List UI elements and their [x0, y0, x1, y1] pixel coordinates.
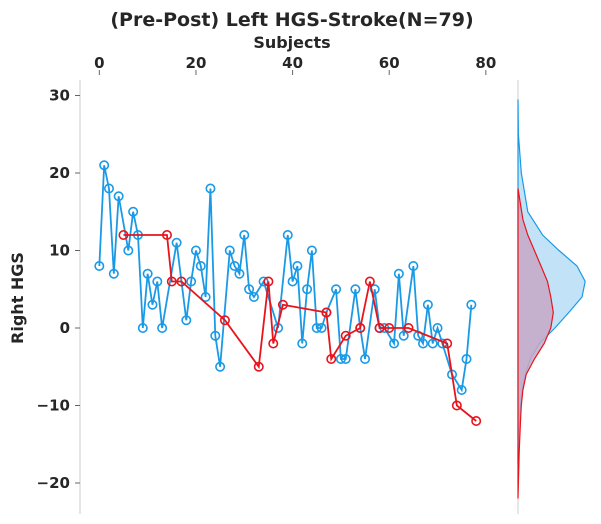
series-1-point — [422, 299, 433, 310]
series-1-point — [190, 245, 201, 256]
y-tick-label: 0 — [60, 319, 70, 337]
y-tick-label: 20 — [49, 164, 70, 182]
chart-title: (Pre-Post) Left HGS-Stroke(N=79) — [110, 9, 473, 31]
series-2-point — [374, 322, 385, 333]
series-1-point — [94, 260, 105, 271]
series-1-point — [239, 230, 250, 241]
series-2-point — [118, 230, 129, 241]
series-2-line — [123, 234, 477, 422]
marginal-density — [517, 99, 586, 499]
series-1-point — [408, 260, 419, 271]
series-2-point — [340, 330, 351, 341]
series-1-point — [128, 206, 139, 217]
series-1-point — [350, 284, 361, 295]
series-2-point — [263, 276, 274, 287]
series-1-point — [398, 330, 409, 341]
x-tick-label: 20 — [186, 54, 207, 72]
plot-area — [94, 160, 482, 426]
series-1-point — [360, 353, 371, 364]
series-2-point — [268, 338, 279, 349]
series-1-point — [427, 338, 438, 349]
y-ticks: 30 20 10 0 −10 −20 — [37, 87, 80, 492]
series-2-point — [321, 307, 332, 318]
y-tick-label: −20 — [37, 474, 70, 492]
series-1-point — [234, 268, 245, 279]
x-tick-label: 60 — [379, 54, 400, 72]
series-1-point — [369, 284, 380, 295]
series-1-point — [282, 230, 293, 241]
series-1-point — [432, 322, 443, 333]
x-axis-label: Subjects — [253, 33, 330, 52]
x-ticks: 0 20 40 60 80 — [94, 54, 496, 75]
series-1-point — [152, 276, 163, 287]
series-2-point — [355, 322, 366, 333]
series-2-point — [277, 299, 288, 310]
series-1-point — [181, 315, 192, 326]
series-1-point — [461, 353, 472, 364]
series-1-point — [224, 245, 235, 256]
series-1-point — [113, 191, 124, 202]
series-1-point — [331, 284, 342, 295]
series-2-point — [451, 400, 462, 411]
series-1-point — [393, 268, 404, 279]
density-series-2 — [517, 188, 554, 499]
series-1-point — [157, 322, 168, 333]
y-tick-label: −10 — [37, 397, 70, 415]
series-1-point — [340, 353, 351, 364]
series-2-point — [442, 338, 453, 349]
series-1-point — [456, 384, 467, 395]
series-1-point — [103, 183, 114, 194]
series-1-point — [244, 284, 255, 295]
series-1-point — [466, 299, 477, 310]
series-1-point — [200, 291, 211, 302]
series-1-point — [210, 330, 221, 341]
series-1-point — [306, 245, 317, 256]
y-tick-label: 30 — [49, 87, 70, 105]
series-2-point — [403, 322, 414, 333]
series-1-point — [142, 268, 153, 279]
series-1-point — [302, 284, 313, 295]
series-1-point — [311, 322, 322, 333]
series-1-point — [316, 322, 327, 333]
series-2-point — [384, 322, 395, 333]
x-tick-label: 0 — [94, 54, 104, 72]
x-tick-label: 40 — [282, 54, 303, 72]
series-1-point — [292, 260, 303, 271]
series-1-point — [137, 322, 148, 333]
series-1-point — [171, 237, 182, 248]
x-tick-label: 80 — [475, 54, 496, 72]
series-1-point — [287, 276, 298, 287]
series-2-point — [219, 315, 230, 326]
series-1-point — [248, 291, 259, 302]
series-2-point — [161, 230, 172, 241]
series-1-point — [99, 160, 110, 171]
series-2-point — [326, 353, 337, 364]
series-1-point — [123, 245, 134, 256]
series-1-point — [205, 183, 216, 194]
series-2-point — [364, 276, 375, 287]
series-2-point — [176, 276, 187, 287]
series-1-point — [147, 299, 158, 310]
y-tick-label: 10 — [49, 242, 70, 260]
y-axis-label: Right HGS — [8, 252, 27, 344]
series-1-point — [297, 338, 308, 349]
series-1-point — [215, 361, 226, 372]
series-2-point — [253, 361, 264, 372]
series-1-point — [335, 353, 346, 364]
series-1-point — [195, 260, 206, 271]
series-1-point — [389, 338, 400, 349]
series-2-point — [166, 276, 177, 287]
series-2-point — [471, 415, 482, 426]
series-1-point — [108, 268, 119, 279]
series-1-point — [418, 338, 429, 349]
series-1-point — [229, 260, 240, 271]
series-1-point — [186, 276, 197, 287]
